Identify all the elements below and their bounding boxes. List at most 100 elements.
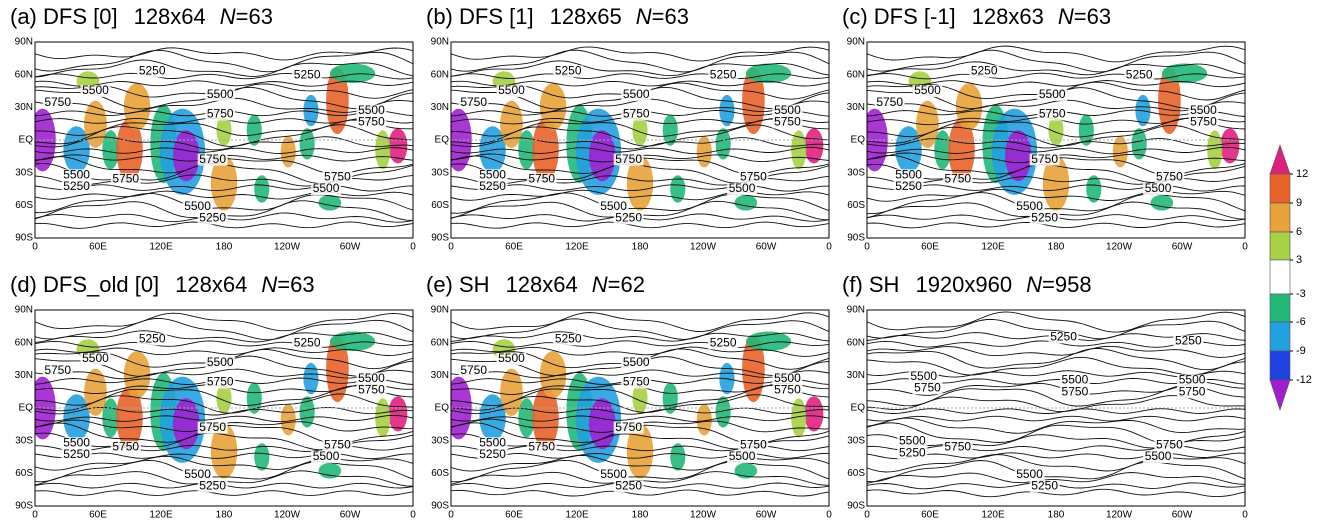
anomaly-blob [1131, 128, 1147, 160]
truncation: =63 [277, 272, 314, 297]
contour-label: 5500 [313, 181, 340, 195]
contour-line [451, 312, 829, 332]
contour-label-bg [942, 173, 973, 186]
contour-label: 5500 [82, 351, 109, 365]
contour-label: 5750 [324, 437, 351, 451]
contour-line [867, 417, 1245, 434]
panel-title: (e) SH 128x64 N=62 [426, 272, 645, 297]
colorbar-label: 3 [1296, 254, 1302, 266]
lon-label: 120W [690, 510, 717, 521]
contour-label-bg [1177, 386, 1208, 399]
anomaly-blob [632, 114, 648, 146]
lon-label: 60W [340, 510, 361, 521]
anomaly-blob [532, 118, 559, 182]
contour-label-bg [1037, 108, 1068, 121]
contour-line [35, 368, 413, 380]
map-frame [34, 309, 414, 507]
contour-line [35, 312, 413, 332]
lat-label: 60N [15, 337, 33, 348]
contour-line [867, 488, 1245, 498]
contour-line [867, 221, 1245, 229]
contour-line [451, 80, 829, 87]
contour-label: 5500 [479, 435, 506, 449]
contour-label: 5500 [63, 435, 90, 449]
contour-label-bg [80, 353, 111, 365]
lat-label: EQ [19, 135, 34, 146]
lon-label: 180 [216, 510, 233, 521]
anomaly-blob [632, 382, 648, 414]
contour-label: 5250 [63, 179, 90, 193]
contour-label: 5500 [914, 83, 941, 97]
grid-size: 128x64 [175, 272, 247, 297]
contour-line [867, 311, 1245, 333]
contour-label-bg [553, 65, 584, 78]
contour-label-bg [621, 88, 652, 101]
contour-label-bg [1037, 88, 1068, 101]
anomaly-blob [1158, 67, 1181, 135]
contour-label: 5750 [774, 115, 801, 129]
panel-title: (a) DFS [0] 128x64 N=63 [10, 4, 273, 29]
contour-label: 5500 [600, 199, 627, 213]
lat-label: 60S [431, 468, 449, 479]
lon-label: 0 [448, 242, 454, 253]
contour-label: 5250 [199, 211, 226, 225]
contour-label-bg [969, 65, 1000, 78]
contour-label: 5750 [460, 95, 487, 109]
contour-label: 5250 [555, 64, 582, 78]
colorbar-label: -9 [1296, 345, 1306, 357]
contour-line [867, 124, 1245, 147]
panel-label: (c) DFS [-1] [842, 4, 956, 29]
contour-label-bg [292, 69, 323, 82]
contour-line [867, 472, 1245, 485]
contour-line [35, 340, 413, 348]
contour-label: 5250 [294, 67, 321, 81]
contour-label: 5250 [1126, 67, 1153, 81]
contour-label: 5750 [1190, 115, 1217, 129]
contour-line [451, 124, 829, 147]
colorbar-bottom [1269, 379, 1291, 411]
contour-line [867, 415, 1245, 422]
anomaly-blob [246, 382, 262, 414]
contour-label: 5750 [44, 95, 71, 109]
map [451, 46, 829, 229]
contour-line [35, 47, 413, 61]
contour-label-bg [893, 169, 924, 182]
contour-label-bg [1014, 200, 1045, 213]
contour-label-bg [1143, 451, 1174, 463]
contour-line [35, 190, 413, 200]
contour-line [451, 46, 829, 62]
contour-label-bg [1173, 335, 1204, 348]
lat-label: 90S [431, 501, 449, 512]
contour-line [451, 394, 829, 413]
contour-label: 5500 [82, 83, 109, 97]
anomaly-blob [1078, 114, 1094, 146]
contour-label-bg [1029, 480, 1060, 493]
contour-label: 5750 [112, 171, 139, 185]
colorbar-top [1269, 144, 1291, 175]
anomaly-blob [734, 462, 758, 479]
lat-label: 30N [431, 102, 449, 113]
contour-label: 5500 [623, 355, 650, 369]
lon-label: 0 [32, 242, 38, 253]
anomaly-blob [662, 114, 678, 146]
contour-label: 5500 [207, 87, 234, 101]
lon-label: 60W [1172, 242, 1193, 253]
contour-line [867, 49, 1245, 73]
lon-label: 60E [921, 510, 939, 521]
panel-title: (b) DFS [1] 128x65 N=63 [426, 4, 689, 29]
contour-label-bg [61, 181, 92, 194]
contour-label-bg [292, 337, 323, 350]
lon-label: 120E [149, 510, 173, 521]
anomaly-blob [626, 423, 654, 479]
contour-label: 5750 [44, 363, 71, 377]
lat-label: 30N [847, 102, 865, 113]
contour-line [451, 49, 829, 73]
contour-label-bg [598, 200, 629, 213]
contour-label: 5500 [1179, 373, 1206, 387]
colorbar-segment [1269, 321, 1291, 352]
map-frame [866, 309, 1246, 507]
contour-label: 5500 [729, 181, 756, 195]
contour-label-bg [1124, 69, 1155, 82]
truncation: =62 [608, 272, 645, 297]
contour-label: 5250 [899, 445, 926, 459]
